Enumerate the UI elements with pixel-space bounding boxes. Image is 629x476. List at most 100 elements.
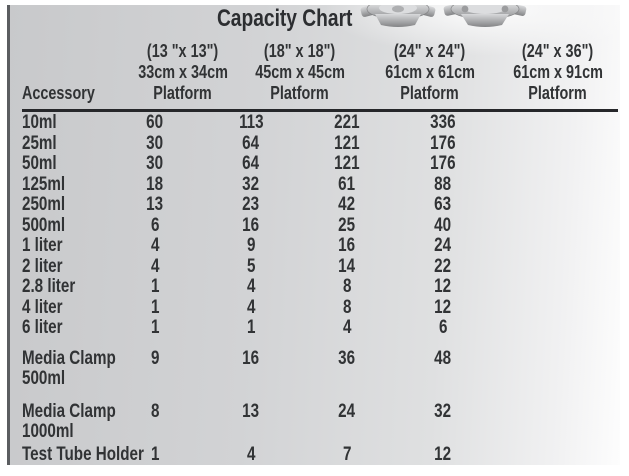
capacity-value-cell-18x18: 16 [242,214,260,236]
flask-clamp-photo-right [443,5,527,27]
capacity-value-cell-18x18: 1 [246,317,256,338]
capacity-value-cell-24x36: 24 [434,235,452,256]
capacity-value-cell-24x24: 121 [334,132,360,154]
accessory-label-cell: 500ml [22,214,66,236]
table-body: 10ml 60 113 221 336 25ml 30 64 121 176 5… [22,112,491,466]
table-row: 10ml 60 113 221 336 [22,112,491,134]
table-row: 50ml 30 64 121 176 [22,153,491,175]
capacity-value-cell-13x13: 1 [150,317,160,338]
capacity-value-cell-24x36: 88 [434,173,452,195]
capacity-value-cell-24x36: 48 [434,347,452,369]
capacity-value-cell-24x36: 22 [434,255,452,277]
page-title-text: Capacity Chart [217,5,353,32]
column-size-metric: 61cm x 91cm [513,62,603,82]
accessory-label-cell: 6 liter [22,317,63,338]
table-row: 125ml 18 32 61 88 [22,173,491,196]
table-row: Media Clamp 1000ml 8 13 24 32 [22,400,491,443]
capacity-value-cell-24x24: 4 [342,317,352,338]
capacity-value-cell-18x18: 64 [242,132,260,154]
capacity-value-cell-24x36: 12 [434,276,452,297]
capacity-value-cell-24x24: 24 [338,400,356,422]
capacity-value-cell-24x24: 121 [334,153,360,174]
capacity-value-cell-13x13: 4 [150,255,160,277]
accessory-label-cell: 50ml [22,153,57,174]
table-row: 25ml 30 64 121 176 [22,132,491,155]
capacity-chart-panel: Capacity Chart (13 "x 13") 33cm x 34cm P… [7,5,620,465]
capacity-value-cell-18x18: 9 [246,235,256,256]
header-divider-rule [22,109,618,112]
capacity-value-cell-24x24: 8 [342,276,352,297]
capacity-value-cell-24x24: 14 [338,255,356,277]
capacity-value-cell-24x36: 176 [430,153,456,174]
column-header-18x18: (18" x 18") 45cm x 45cm Platform [235,41,365,104]
capacity-value-cell-13x13: 30 [146,132,164,154]
accessory-label-cell: Media Clamp 500ml [22,347,116,389]
column-size-metric: 45cm x 45cm [255,62,345,82]
capacity-value-cell-13x13: 6 [150,214,160,236]
column-header-13x13: (13 "x 13") 33cm x 34cm Platform [118,41,248,104]
page-title: Capacity Chart [135,6,435,32]
capacity-value-cell-24x36: 32 [434,400,452,422]
capacity-value-cell-18x18: 23 [242,194,260,215]
column-header-24x36: (24" x 36") 61cm x 91cm Platform [493,41,620,104]
capacity-value-cell-24x36: 63 [434,194,452,215]
capacity-value-cell-24x36: 176 [430,132,456,154]
capacity-value-cell-18x18: 113 [238,112,264,133]
column-size-metric: 33cm x 34cm [138,62,228,82]
accessory-label-cell: 1 liter [22,235,63,256]
capacity-value-cell-24x24: 8 [342,296,352,318]
capacity-value-cell-24x36: 336 [430,112,456,133]
column-platform-label: Platform [153,83,213,103]
capacity-value-cell-24x24: 16 [338,235,356,256]
flask-clamp-photo-left [360,5,436,27]
capacity-value-cell-13x13: 1 [150,296,160,318]
accessory-label-cell: 2.8 liter [22,276,76,297]
accessory-label-cell: Test Tube Holder [22,443,144,465]
capacity-value-cell-18x18: 4 [246,296,256,318]
column-platform-label: Platform [528,83,588,103]
capacity-value-cell-13x13: 8 [150,400,160,422]
capacity-value-cell-24x36: 12 [434,296,452,318]
capacity-value-cell-18x18: 4 [246,276,256,297]
capacity-value-cell-24x24: 25 [338,214,356,236]
capacity-value-cell-13x13: 60 [146,112,164,133]
column-size-inches: (18" x 18") [264,41,336,61]
table-row: Media Clamp 500ml 9 16 36 48 [22,347,491,390]
accessory-label-cell: 4 liter [22,296,63,318]
panel-left-edge [7,5,10,465]
table-row: 1 liter 4 9 16 24 [22,235,491,257]
table-row: 2 liter 4 5 14 22 [22,255,491,278]
capacity-value-cell-13x13: 18 [146,173,164,195]
capacity-value-cell-13x13: 13 [146,194,164,215]
capacity-value-cell-24x24: 61 [338,173,356,195]
accessory-label-cell: Media Clamp 1000ml [22,400,116,442]
capacity-value-cell-13x13: 30 [146,153,164,174]
capacity-value-cell-24x36: 12 [434,443,452,465]
table-row: Test Tube Holder 1 4 7 12 [22,443,491,466]
accessory-column-header: Accessory [22,83,113,104]
column-size-inches: (24" x 36") [522,41,594,61]
accessory-label-cell: 125ml [22,173,66,195]
column-size-metric: 61cm x 61cm [385,62,475,82]
table-row: 2.8 liter 1 4 8 12 [22,276,491,298]
table-row: 4 liter 1 4 8 12 [22,296,491,319]
table-row: 6 liter 1 1 4 6 [22,317,491,339]
accessory-header-text: Accessory [22,83,95,103]
table-row: 250ml 13 23 42 63 [22,194,491,216]
capacity-value-cell-18x18: 5 [246,255,256,277]
accessory-label-cell: 25ml [22,132,57,154]
capacity-value-cell-18x18: 16 [242,347,260,369]
column-header-24x24: (24" x 24") 61cm x 61cm Platform [365,41,495,104]
capacity-value-cell-18x18: 32 [242,173,260,195]
capacity-value-cell-24x36: 40 [434,214,452,236]
capacity-value-cell-13x13: 9 [150,347,160,369]
capacity-value-cell-24x24: 7 [342,443,352,465]
capacity-value-cell-24x36: 6 [438,317,448,338]
capacity-value-cell-18x18: 64 [242,153,260,174]
capacity-value-cell-24x24: 36 [338,347,356,369]
accessory-label-cell: 2 liter [22,255,63,277]
table-row: 500ml 6 16 25 40 [22,214,491,237]
accessory-label-cell: 10ml [22,112,57,133]
accessory-label-cell: 250ml [22,194,66,215]
